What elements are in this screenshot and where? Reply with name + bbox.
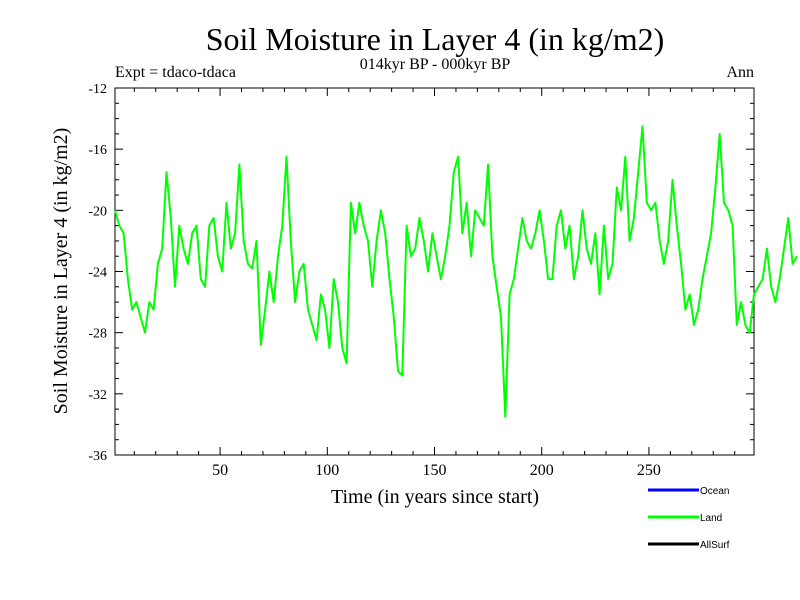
- series-layer: [114, 125, 798, 418]
- x-axis-label: Time (in years since start): [331, 486, 539, 508]
- legend-label-allsurf: AllSurf: [700, 540, 730, 551]
- y-tick-label: -20: [88, 204, 107, 219]
- x-tick-label: 150: [423, 462, 447, 479]
- plot-frame: [114, 87, 755, 456]
- experiment-label: Expt = tdaco-tdaca: [115, 64, 236, 81]
- y-tick-label: -32: [88, 388, 107, 403]
- y-tick-label: -28: [88, 327, 107, 342]
- y-tick-label: -24: [88, 266, 107, 281]
- x-tick-label: 250: [637, 462, 661, 479]
- legend-label-land: Land: [700, 513, 722, 524]
- legend-label-ocean: Ocean: [700, 486, 729, 497]
- y-axis: -12 -16 -20 -24 -28 -32 -36: [88, 82, 754, 464]
- chart-subtitle: 014kyr BP - 000kyr BP: [360, 56, 511, 73]
- chart-title: Soil Moisture in Layer 4 (in kg/m2): [206, 21, 665, 57]
- season-label: Ann: [726, 64, 754, 81]
- x-tick-label: 50: [212, 462, 228, 479]
- x-tick-label: 100: [315, 462, 339, 479]
- series-line-land: [114, 125, 798, 418]
- y-tick-label: -12: [88, 82, 107, 97]
- legend: Ocean Land AllSurf: [648, 486, 730, 551]
- y-tick-label: -16: [88, 143, 107, 158]
- y-tick-label: -36: [88, 449, 107, 464]
- x-tick-label: 200: [530, 462, 554, 479]
- x-axis: 50 100 150 200 250: [133, 88, 736, 479]
- y-axis-label: Soil Moisture in Layer 4 (in kg/m2): [50, 128, 72, 415]
